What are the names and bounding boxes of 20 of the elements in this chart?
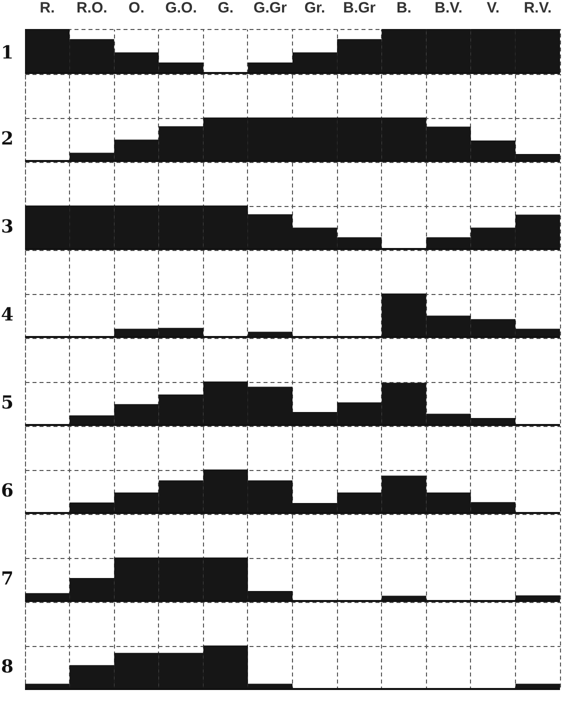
x-tick-label: B.Gr <box>343 0 376 16</box>
y-axis-title: 5 <box>0 392 14 414</box>
x-tick-label: B.V. <box>434 0 462 16</box>
y-axis-title: 8 <box>0 656 14 678</box>
x-tick-label: G.O. <box>165 0 197 16</box>
x-tick-label: G.Gr <box>254 0 288 16</box>
x-tick-label: G. <box>218 0 234 16</box>
x-tick-label: R.V. <box>524 0 552 16</box>
y-axis-title: 6 <box>0 480 14 502</box>
y-axis-title: 7 <box>0 568 14 590</box>
x-tick-label: Gr. <box>304 0 326 16</box>
x-tick-label: O. <box>128 0 144 16</box>
y-axis-title: 2 <box>0 128 14 150</box>
y-axis-title: 4 <box>0 304 14 326</box>
y-axis-title: 3 <box>0 216 14 238</box>
x-tick-label: R.O. <box>76 0 108 16</box>
x-tick-label: R. <box>40 0 55 16</box>
x-tick-label: V. <box>486 0 500 16</box>
x-tick-label: B. <box>396 0 412 16</box>
y-axis-title: 1 <box>0 42 14 64</box>
